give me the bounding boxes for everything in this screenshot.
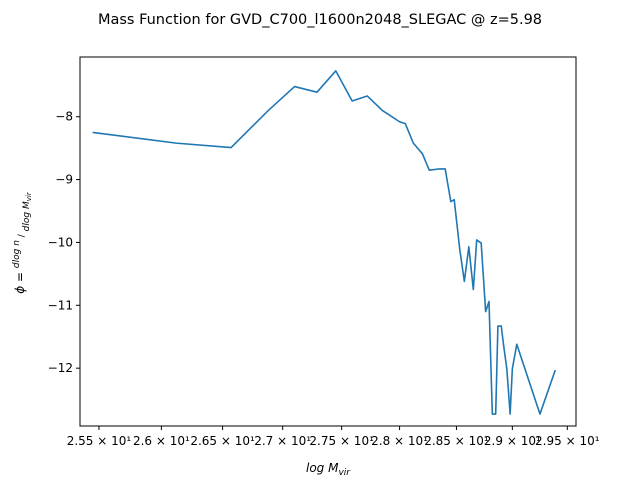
y-tick-label: −9 <box>55 173 73 187</box>
x-tick-label: 2.8 × 10¹ <box>371 434 428 448</box>
y-tick-label: −10 <box>48 235 73 249</box>
x-axis-label: log Mvir <box>306 461 351 478</box>
y-tick-label: −12 <box>48 361 73 375</box>
x-tick-label: 2.85 × 10¹ <box>424 434 489 448</box>
y-axis-label: ϕ = dlog n / dlog Mvir <box>12 191 33 294</box>
chart-title: Mass Function for GVD_C700_l1600n2048_SL… <box>98 12 542 28</box>
x-tick-label: 2.9 × 10¹ <box>484 434 541 448</box>
series-line <box>92 70 557 415</box>
svg-text:ϕ = dlog n / dlog Mvir: ϕ = dlog n / dlog Mvir <box>12 191 33 294</box>
x-tick-label: 2.55 × 10¹ <box>67 434 132 448</box>
axes-frame <box>79 56 577 427</box>
plot-area: −8 −9 −10 −11 −12 2.55 × 10¹ 2.6 × 10¹ 2.65 × 1… <box>48 70 600 448</box>
y-tick-label: −11 <box>48 298 73 312</box>
x-tick-label: 2.7 × 10¹ <box>254 434 311 448</box>
y-tick-label: −8 <box>55 110 73 124</box>
svg-text:log Mvir: log Mvir <box>306 461 351 478</box>
x-tick-label: 2.75 × 10¹ <box>309 434 374 448</box>
x-tick-label: 2.65 × 10¹ <box>190 434 255 448</box>
x-tick-label: 2.95 × 10¹ <box>535 434 600 448</box>
x-tick-label: 2.6 × 10¹ <box>133 434 190 448</box>
